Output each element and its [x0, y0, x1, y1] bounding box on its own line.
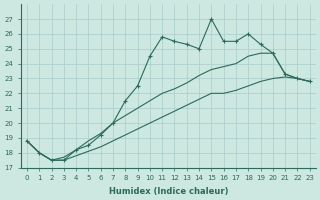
X-axis label: Humidex (Indice chaleur): Humidex (Indice chaleur) [108, 187, 228, 196]
